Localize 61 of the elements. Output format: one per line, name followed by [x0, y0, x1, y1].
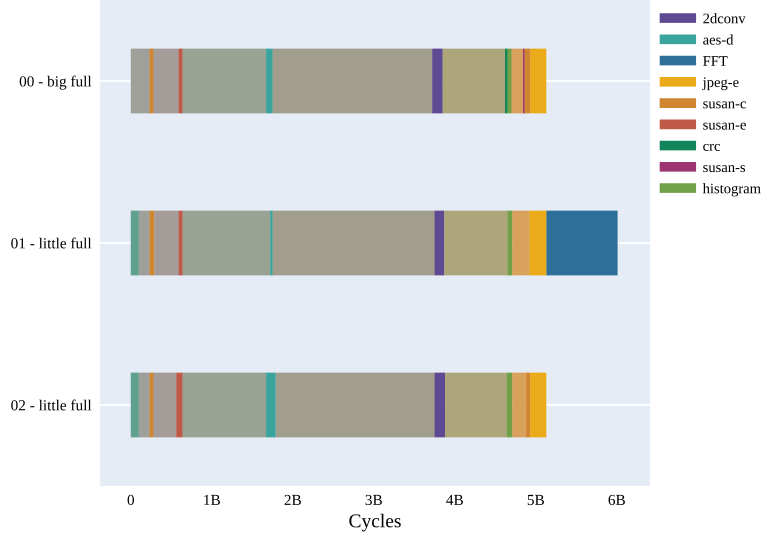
legend-label: susan-s	[703, 165, 746, 172]
bar	[178, 48, 183, 114]
x-tick-label: 5B	[528, 494, 544, 506]
bar	[276, 372, 435, 438]
bar	[149, 210, 154, 276]
bar	[507, 48, 512, 114]
bar	[182, 372, 266, 438]
bar	[530, 48, 546, 114]
bar	[524, 48, 530, 114]
bar	[512, 372, 526, 438]
bar	[153, 48, 179, 114]
bar	[444, 210, 508, 276]
legend-label: susan-e	[703, 122, 746, 130]
legend-label: susan-c	[703, 101, 746, 108]
bar	[506, 372, 512, 438]
bar	[182, 210, 270, 276]
bar	[149, 48, 154, 114]
bar	[182, 48, 266, 114]
bar	[546, 210, 618, 276]
bar	[432, 48, 443, 114]
bar	[266, 372, 276, 438]
bar	[130, 48, 150, 114]
bar	[434, 210, 444, 276]
y-tick-label: 00 - big full	[20, 76, 92, 90]
legend-label: 2dconv	[703, 13, 746, 24]
x-axis-title: Cycles	[349, 514, 401, 532]
bar	[138, 210, 150, 276]
bar	[434, 372, 446, 438]
bar	[130, 210, 139, 276]
x-tick-label: 0	[128, 494, 134, 506]
bar	[529, 210, 546, 276]
x-tick-label: 3B	[366, 494, 382, 506]
y-tick-label: 01 - little full	[11, 238, 92, 248]
legend-label: histogram	[702, 183, 761, 196]
bar	[530, 372, 546, 438]
x-tick-label: 6B	[608, 494, 625, 506]
legend-label: jpeg-e	[702, 77, 739, 90]
bar	[154, 210, 179, 276]
bar	[526, 372, 530, 438]
legend-label: FFT	[703, 56, 728, 66]
x-tick-label: 1B	[204, 494, 220, 505]
bar	[442, 48, 506, 114]
bar	[266, 48, 273, 114]
bar	[178, 210, 183, 276]
bar	[149, 372, 154, 438]
bar	[445, 372, 507, 438]
bar	[270, 210, 273, 276]
bar	[272, 210, 435, 276]
bar	[512, 210, 530, 276]
bar	[176, 372, 183, 438]
legend-label: crc	[703, 144, 720, 151]
bar	[130, 372, 139, 438]
bar	[511, 48, 523, 114]
bar	[153, 372, 176, 438]
x-tick-label: 4B	[446, 494, 463, 505]
legend-label: aes-d	[703, 34, 734, 45]
x-tick-label: 2B	[284, 494, 301, 505]
bar	[507, 210, 512, 276]
y-tick-label: 02 - little full	[11, 400, 92, 410]
bar	[138, 372, 150, 438]
bar	[272, 48, 432, 114]
